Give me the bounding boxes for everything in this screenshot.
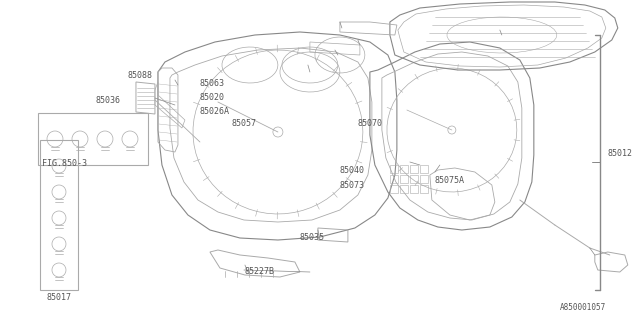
Bar [420,185,428,193]
Bar [390,175,398,183]
Text: 85063: 85063 [200,79,225,88]
Bar [400,165,408,173]
Bar [390,165,398,173]
Text: 85075A: 85075A [435,176,465,185]
Bar [410,175,418,183]
Text: 85012: 85012 [608,149,633,158]
Text: 85036: 85036 [96,96,121,105]
Text: A850001057: A850001057 [560,303,606,312]
Bar [410,165,418,173]
Text: 85020: 85020 [200,93,225,102]
Text: 85057: 85057 [232,119,257,128]
Bar [40,140,78,290]
Bar [420,165,428,173]
Text: FIG.850-3: FIG.850-3 [42,159,87,168]
Text: 85035: 85035 [300,233,325,242]
Text: 85070: 85070 [358,119,383,128]
Bar [38,113,148,165]
Bar [390,185,398,193]
Text: 85026A: 85026A [200,107,230,116]
Text: 85017: 85017 [47,293,72,302]
Bar [400,185,408,193]
Bar [420,175,428,183]
Text: 85227B: 85227B [245,267,275,276]
Text: 85040: 85040 [340,166,365,175]
Text: 85088: 85088 [128,71,153,80]
Bar [400,175,408,183]
Text: 85073: 85073 [340,181,365,190]
Bar [410,185,418,193]
